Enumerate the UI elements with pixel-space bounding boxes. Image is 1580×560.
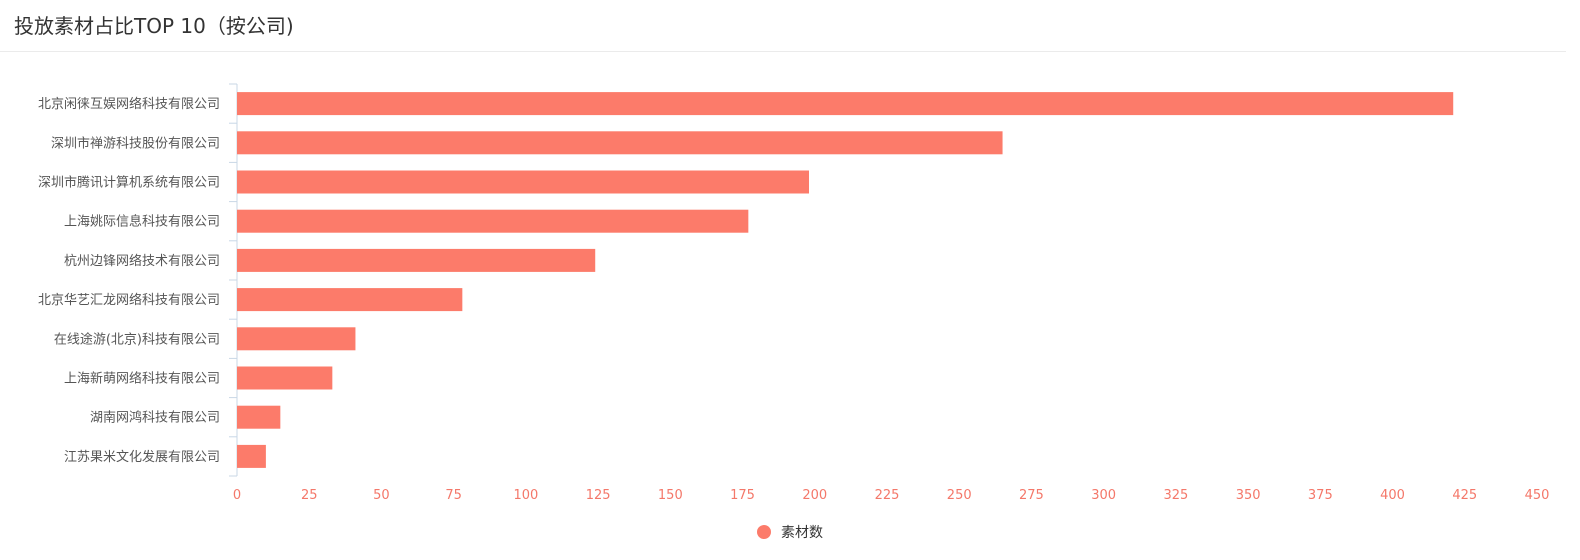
category-label: 江苏果米文化发展有限公司 bbox=[64, 449, 220, 465]
x-tick-label: 350 bbox=[1236, 488, 1261, 503]
category-label: 杭州边锋网络技术有限公司 bbox=[64, 253, 220, 269]
legend-marker bbox=[757, 525, 771, 539]
category-label: 深圳市腾讯计算机系统有限公司 bbox=[38, 175, 220, 191]
category-label: 在线途游(北京)科技有限公司 bbox=[54, 331, 220, 347]
category-label: 北京闲徕互娱网络科技有限公司 bbox=[38, 96, 220, 112]
bar[interactable] bbox=[237, 131, 1003, 155]
x-tick-label: 450 bbox=[1525, 488, 1550, 503]
chart-title: 投放素材占比TOP 10（按公司) bbox=[14, 14, 294, 38]
x-tick-label: 275 bbox=[1019, 488, 1044, 503]
x-tick-label: 125 bbox=[586, 488, 611, 503]
x-tick-label: 75 bbox=[445, 488, 462, 503]
bar[interactable] bbox=[237, 170, 809, 194]
bar[interactable] bbox=[237, 288, 463, 312]
bar[interactable] bbox=[237, 327, 356, 351]
legend-label: 素材数 bbox=[781, 525, 823, 541]
x-tick-label: 175 bbox=[730, 488, 755, 503]
x-tick-label: 300 bbox=[1091, 488, 1116, 503]
x-tick-label: 425 bbox=[1452, 488, 1477, 503]
bar[interactable] bbox=[237, 405, 281, 429]
bar[interactable] bbox=[237, 444, 266, 468]
category-label: 上海新萌网络科技有限公司 bbox=[64, 371, 220, 387]
x-tick-label: 100 bbox=[513, 488, 538, 503]
x-tick-label: 25 bbox=[301, 488, 318, 503]
chart-header: 投放素材占比TOP 10（按公司) bbox=[0, 0, 1566, 52]
category-label: 上海姚际信息科技有限公司 bbox=[64, 214, 220, 230]
x-tick-label: 325 bbox=[1163, 488, 1188, 503]
bar[interactable] bbox=[237, 92, 1454, 116]
x-tick-label: 375 bbox=[1308, 488, 1333, 503]
legend[interactable]: 素材数 bbox=[757, 522, 823, 542]
category-label: 深圳市禅游科技股份有限公司 bbox=[51, 135, 220, 151]
x-tick-label: 0 bbox=[233, 488, 241, 503]
category-label: 北京华艺汇龙网络科技有限公司 bbox=[38, 292, 220, 308]
bar[interactable] bbox=[237, 248, 596, 272]
x-tick-label: 400 bbox=[1380, 488, 1405, 503]
x-tick-label: 200 bbox=[802, 488, 827, 503]
category-label: 湖南网鸿科技有限公司 bbox=[90, 410, 220, 426]
x-tick-label: 50 bbox=[373, 488, 390, 503]
bar[interactable] bbox=[237, 209, 749, 233]
x-tick-label: 225 bbox=[875, 488, 900, 503]
x-tick-label: 250 bbox=[947, 488, 972, 503]
x-tick-label: 150 bbox=[658, 488, 683, 503]
bar[interactable] bbox=[237, 366, 333, 390]
